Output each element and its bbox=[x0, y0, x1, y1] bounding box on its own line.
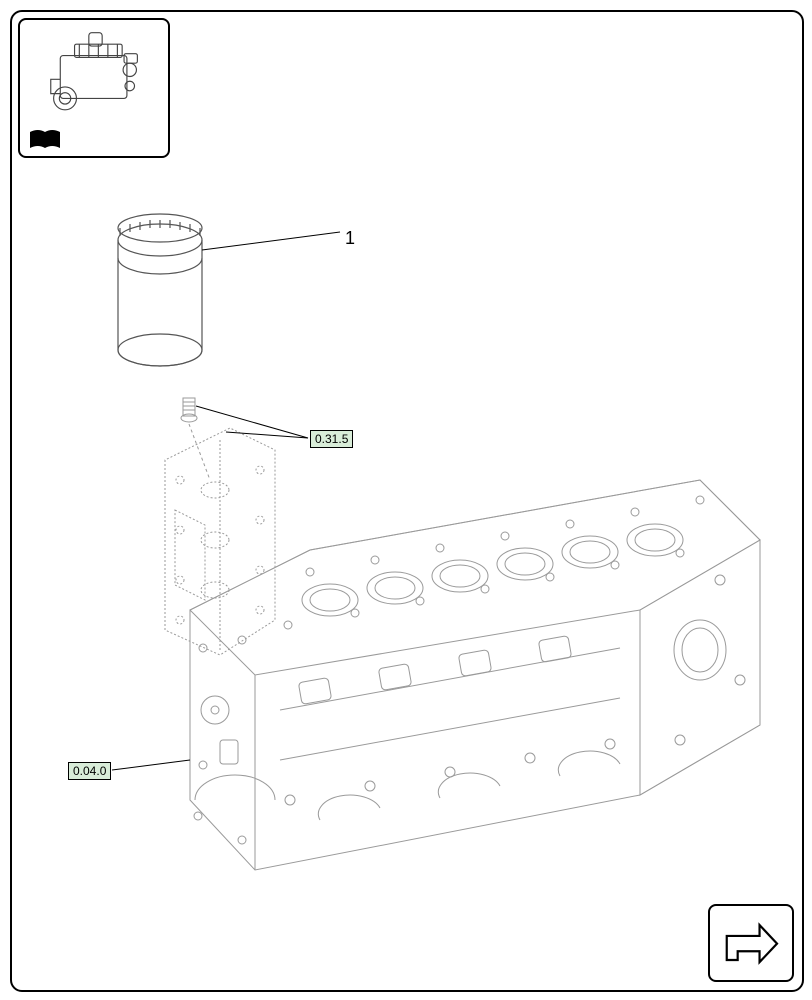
heat-exchanger-cover bbox=[165, 428, 275, 655]
engine-assembly-icon bbox=[27, 27, 160, 122]
thumbnail-box bbox=[18, 18, 170, 158]
callout-oil-filter: 1 bbox=[345, 228, 355, 249]
ref-block[interactable]: 0.04.0 bbox=[68, 762, 111, 780]
exploded-diagram bbox=[20, 180, 780, 940]
manual-book-icon bbox=[28, 128, 62, 150]
oil-filter bbox=[118, 214, 202, 366]
fitting bbox=[181, 398, 197, 422]
ref-heat-exchanger[interactable]: 0.31.5 bbox=[310, 430, 353, 448]
